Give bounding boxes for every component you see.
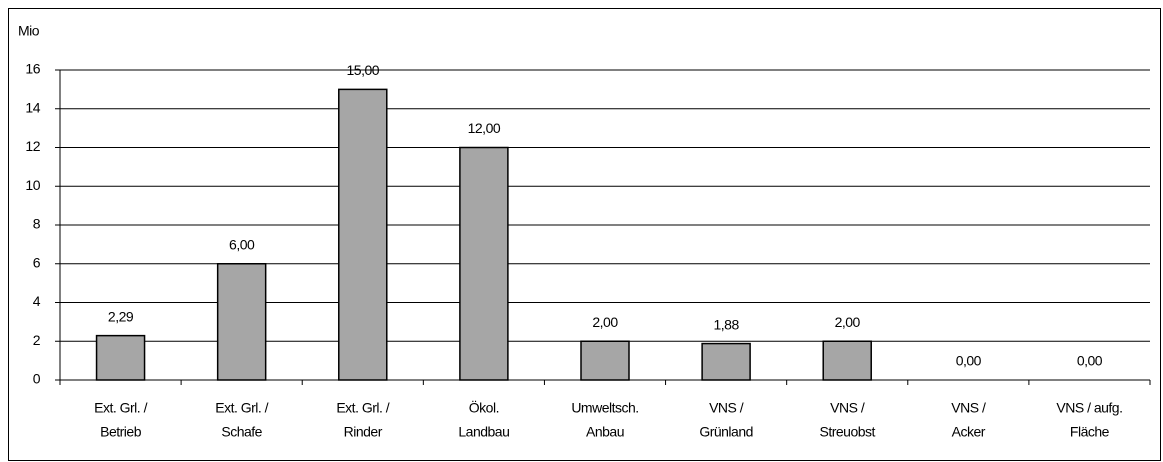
data-label: 15,00 (347, 62, 380, 78)
x-tick-label: VNS / (951, 400, 986, 416)
y-tick-label: 10 (25, 177, 40, 193)
x-tick-label: Fläche (1070, 424, 1110, 440)
x-tick-label: VNS / (830, 400, 865, 416)
bar (95, 334, 146, 381)
x-tick-label: Ökol. (469, 399, 499, 416)
bar (216, 263, 267, 381)
y-tick-label: 12 (25, 138, 40, 154)
x-tick-label: Umweltsch. (571, 400, 638, 416)
data-label: 6,00 (229, 236, 255, 252)
data-label: 2,29 (108, 308, 134, 324)
x-tick-label: VNS / aufg. (1056, 400, 1122, 416)
bar (822, 340, 872, 381)
x-tick-label: Ext. Grl. / (94, 400, 147, 416)
bar (580, 340, 630, 381)
bar (338, 88, 388, 381)
y-tick-label: 2 (33, 332, 41, 348)
x-tick-label: Acker (952, 424, 986, 440)
y-tick-label: 4 (33, 293, 41, 309)
y-axis-label: Mio (18, 23, 40, 39)
x-tick-label: Betrieb (100, 424, 142, 440)
x-tick-label: Grünland (699, 424, 753, 440)
y-tick-label: 6 (33, 254, 41, 270)
data-label: 0,00 (956, 353, 982, 369)
x-tick-label: Anbau (586, 424, 624, 440)
data-label: 0,00 (1077, 353, 1103, 369)
data-label: 2,00 (592, 314, 618, 330)
x-tick-label: Ext. Grl. / (336, 400, 389, 416)
data-label: 12,00 (468, 120, 501, 136)
x-tick-label: Rinder (344, 424, 383, 440)
bar (701, 342, 751, 381)
y-tick-label: 16 (25, 61, 40, 77)
x-tick-label: Ext. Grl. / (215, 400, 268, 416)
bar (459, 146, 509, 381)
y-tick-label: 8 (33, 216, 41, 232)
x-tick-label: Streuobst (820, 424, 876, 440)
chart-frame (8, 8, 1161, 461)
y-tick-label: 14 (25, 99, 40, 115)
y-tick-label: 0 (33, 371, 41, 387)
x-tick-label: Schafe (221, 424, 262, 440)
data-label: 1,88 (713, 316, 739, 332)
x-tick-label: Landbau (458, 424, 509, 440)
x-tick-label: VNS / (709, 400, 744, 416)
data-label: 2,00 (835, 314, 861, 330)
